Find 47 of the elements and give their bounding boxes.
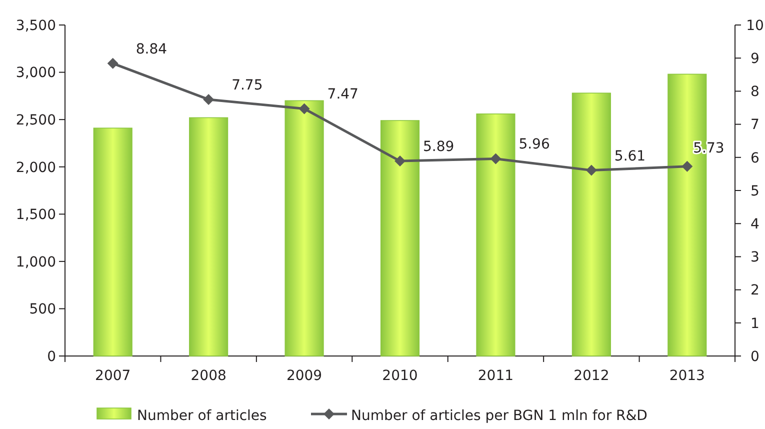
y-tick-label: 1,000 [16,254,56,270]
x-tick-label: 2012 [574,368,610,384]
bar [93,128,132,356]
bar [380,120,420,356]
point [490,153,502,164]
y2-tick-label: 7 [750,117,760,134]
y-tick-label: 0 [47,348,56,365]
y2-tick-label: 10 [746,18,764,34]
y-tick-label: 2,500 [16,112,56,128]
y2-tick-label: 0 [750,348,760,365]
x-tick-label: 2009 [286,368,322,384]
data-label: 7.47 [327,86,358,103]
legend-label: Number of articles per BGN 1 mln for R&D [351,408,648,424]
y-tick-label: 1,500 [16,207,56,224]
point [107,58,118,69]
x-tick-label: 2008 [190,368,226,384]
data-label: 5.96 [518,136,550,153]
y-tick-label: 500 [29,302,56,318]
bar [476,113,516,356]
bar [189,117,228,356]
data-label: 8.84 [136,41,168,58]
y2-tick-label: 9 [750,51,760,67]
y2-tick-label: 4 [750,216,760,232]
y-tick-label: 2,000 [16,160,56,176]
data-label: 5.61 [614,148,646,164]
point [298,103,310,114]
y2-tick-label: 8 [750,84,760,100]
x-tick-label: 2011 [478,368,514,384]
x-tick-label: 2010 [382,368,418,384]
y2-tick-label: 2 [750,282,760,299]
bar [284,100,324,356]
point [586,164,597,176]
x-tick-label: 2007 [95,368,131,384]
y2-tick-label: 5 [750,183,760,200]
y2-tick-label: 1 [750,316,760,332]
y-tick-label: 3,000 [16,65,56,82]
point [682,160,693,172]
point [203,94,214,105]
x-tick-label: 2013 [669,368,705,384]
point [394,156,406,167]
bar [572,92,611,356]
data-label: 7.75 [232,77,263,94]
y2-tick-label: 3 [750,250,760,266]
legend-label: Number of articles [137,408,267,424]
y2-tick-label: 6 [750,150,760,166]
y-tick-label: 3,500 [16,18,56,34]
data-label: 5.89 [423,139,454,156]
